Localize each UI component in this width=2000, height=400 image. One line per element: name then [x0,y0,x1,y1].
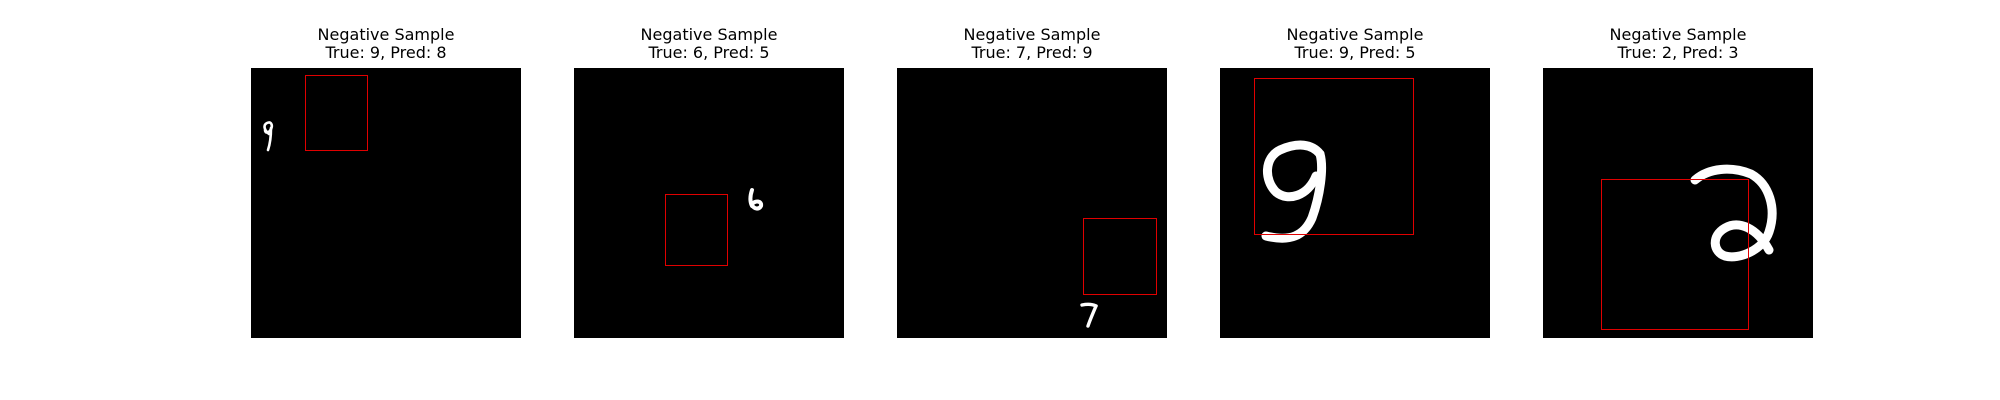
sample-panel-2: Negative Sample True: 6, Pred: 5 [574,26,844,338]
sample-image [1220,68,1490,338]
panel-title-line1: Negative Sample [963,25,1101,44]
bounding-box [665,194,728,266]
panel-title-line1: Negative Sample [1286,25,1424,44]
panel-title-line2: True: 9, Pred: 8 [325,43,447,62]
panel-title: Negative Sample True: 9, Pred: 5 [1220,26,1490,66]
panel-title-line2: True: 7, Pred: 9 [971,43,1093,62]
panel-title-line2: True: 6, Pred: 5 [648,43,770,62]
sample-panel-5: Negative Sample True: 2, Pred: 3 [1543,26,1813,338]
bounding-box [305,75,368,151]
sample-panel-4: Negative Sample True: 9, Pred: 5 [1220,26,1490,338]
panel-title: Negative Sample True: 9, Pred: 8 [251,26,521,66]
digit-7-icon [1080,302,1098,328]
digit-9-icon [263,121,274,152]
sample-panel-1: Negative Sample True: 9, Pred: 8 [251,26,521,338]
sample-image [251,68,521,338]
sample-image [897,68,1167,338]
sample-image [574,68,844,338]
sample-image [1543,68,1813,338]
panel-title: Negative Sample True: 6, Pred: 5 [574,26,844,66]
bounding-box [1601,179,1749,330]
digit-9-icon [1261,140,1327,243]
digit-6-icon [748,188,764,211]
bounding-box [1254,78,1414,235]
digit-2-icon [1690,164,1777,262]
panel-title-line1: Negative Sample [1609,25,1747,44]
panel-title-line2: True: 9, Pred: 5 [1294,43,1416,62]
panel-title: Negative Sample True: 7, Pred: 9 [897,26,1167,66]
panel-title: Negative Sample True: 2, Pred: 3 [1543,26,1813,66]
panel-title-line1: Negative Sample [640,25,778,44]
panel-title-line2: True: 2, Pred: 3 [1617,43,1739,62]
sample-panel-3: Negative Sample True: 7, Pred: 9 [897,26,1167,338]
panel-title-line1: Negative Sample [317,25,455,44]
bounding-box [1083,218,1157,295]
